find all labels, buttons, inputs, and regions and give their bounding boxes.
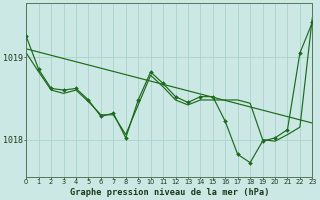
X-axis label: Graphe pression niveau de la mer (hPa): Graphe pression niveau de la mer (hPa) xyxy=(69,188,269,197)
